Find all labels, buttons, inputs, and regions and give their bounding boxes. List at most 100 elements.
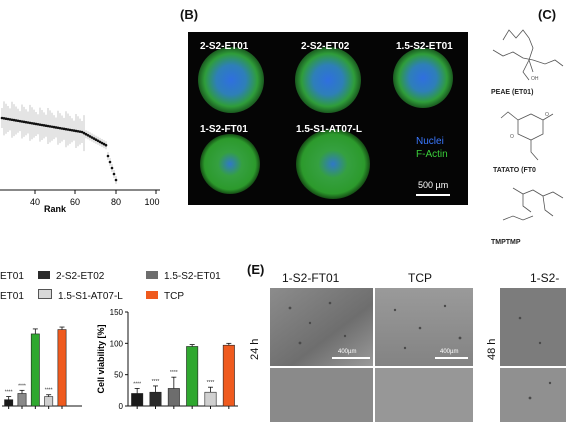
- rank-point: [18, 119, 22, 123]
- rank-point: [0, 116, 4, 120]
- rank-point: [102, 142, 106, 146]
- legend-item-2: 2-S2-ET02: [38, 266, 104, 284]
- spheroid-3: [393, 48, 453, 108]
- image-tcp-48h-partial: [375, 368, 473, 422]
- rank-point: [62, 127, 66, 131]
- significance-label: ****: [18, 383, 26, 389]
- rank-point: [16, 119, 20, 123]
- rank-point: [60, 127, 64, 130]
- legend-item-4: ET01: [0, 286, 24, 304]
- rank-tick-label-40: 40: [30, 197, 40, 207]
- tmptmp-structure: [502, 187, 564, 221]
- panel-e-letter: (E): [247, 262, 265, 277]
- rank-point: [72, 129, 76, 132]
- tatato-structure: O O: [500, 111, 554, 161]
- peae-structure: OH: [492, 29, 564, 82]
- rank-point: [22, 120, 26, 124]
- legend-label-1: ET01: [0, 271, 24, 282]
- bar: [186, 346, 199, 407]
- viability-legend: ET01 2-S2-ET02 1.5-S2-ET01 ET01 1.5-S1-A…: [0, 266, 262, 306]
- brightfield-images: [270, 288, 566, 422]
- rank-point: [80, 130, 84, 134]
- svg-text:O: O: [545, 112, 549, 118]
- rank-point: [84, 132, 88, 136]
- rank-point: [2, 117, 6, 120]
- legend-item-6: TCP: [146, 286, 184, 304]
- legend-item-1: ET01: [0, 266, 24, 284]
- image-ft01-24h: [270, 288, 373, 366]
- rank-point: [76, 130, 80, 133]
- bar: [222, 344, 235, 407]
- rank-plot: 40 60 80 100 Rank: [0, 101, 160, 214]
- legend-label-2: 2-S2-ET02: [56, 271, 105, 282]
- spheroid-label-3: 1.5-S2-ET01: [396, 41, 453, 52]
- legend-label-3: 1.5-S2-ET01: [164, 271, 221, 282]
- rank-point: [44, 124, 48, 127]
- rank-point: [94, 138, 98, 141]
- rank-point: [28, 121, 32, 125]
- image-col3-top: [500, 288, 566, 366]
- rank-tick-label-60: 60: [70, 197, 80, 207]
- scale-label-2: 400µm: [440, 349, 459, 355]
- significance-label: ****: [45, 388, 53, 394]
- panel-c-letter: (C): [538, 7, 557, 22]
- rank-point: [42, 124, 46, 127]
- y-tick-label: 100: [110, 339, 124, 348]
- legend-label-6: TCP: [164, 291, 184, 302]
- rank-point: [108, 160, 112, 164]
- significance-label: ****: [170, 370, 178, 376]
- bar: [4, 399, 14, 407]
- cell-speckles: [288, 301, 552, 400]
- rank-x-label: Rank: [44, 204, 67, 214]
- rank-point: [52, 125, 56, 129]
- bar: [44, 396, 54, 407]
- legend-swatch-5: [38, 289, 52, 299]
- significance-label: ****: [152, 379, 160, 385]
- rank-point: [104, 143, 108, 147]
- rank-point: [50, 125, 54, 129]
- legend-label-5: 1.5-S1-AT07-L: [58, 291, 123, 302]
- spheroid-4: [200, 134, 260, 194]
- rank-point: [54, 126, 58, 129]
- panel-b-letter: (B): [180, 7, 199, 22]
- bar: [17, 393, 27, 407]
- rank-point: [48, 125, 52, 128]
- spheroid-2: [295, 47, 361, 113]
- col-label-3: 1-S2-: [530, 271, 560, 285]
- spheroid-1: [198, 47, 264, 113]
- spheroid-image: [198, 47, 453, 199]
- svg-text:OH: OH: [531, 76, 539, 82]
- rank-point: [110, 166, 114, 170]
- rank-point: [56, 126, 60, 130]
- legend-actin: F-Actin: [416, 149, 448, 160]
- rank-point: [4, 117, 8, 120]
- rank-point: [64, 127, 68, 131]
- rank-points: [0, 116, 118, 182]
- rank-point: [70, 128, 74, 132]
- rank-point: [74, 129, 78, 133]
- tatato-label: TATATO (FT0: [493, 167, 536, 174]
- rank-point: [92, 137, 96, 140]
- rank-point: [14, 119, 18, 122]
- rank-point: [8, 118, 12, 121]
- spheroid-image-grid: 2-S2-ET01 2-S2-ET02 1.5-S2-ET01 1-S2-FT0…: [188, 32, 468, 205]
- rank-point: [112, 172, 116, 176]
- rank-point: [66, 128, 70, 131]
- significance-label: ****: [133, 381, 141, 387]
- legend-swatch-2: [38, 271, 50, 279]
- rank-point: [30, 121, 34, 125]
- rank-point: [36, 123, 40, 126]
- rank-point: [38, 123, 42, 126]
- rank-point: [12, 118, 16, 122]
- legend-swatch-3: [146, 271, 158, 279]
- spheroid-label-2: 2-S2-ET02: [301, 41, 350, 52]
- y-axis-label: Cell viability [%]: [96, 324, 106, 393]
- peae-label: PEAE (ET01): [491, 89, 533, 96]
- bar: [57, 329, 67, 407]
- spheroid-label-4: 1-S2-FT01: [200, 124, 248, 135]
- bar: [131, 393, 144, 407]
- y-tick-label: 50: [114, 371, 123, 380]
- legend-swatch-6: [146, 291, 158, 299]
- rank-point: [82, 131, 86, 135]
- rank-point: [10, 118, 14, 122]
